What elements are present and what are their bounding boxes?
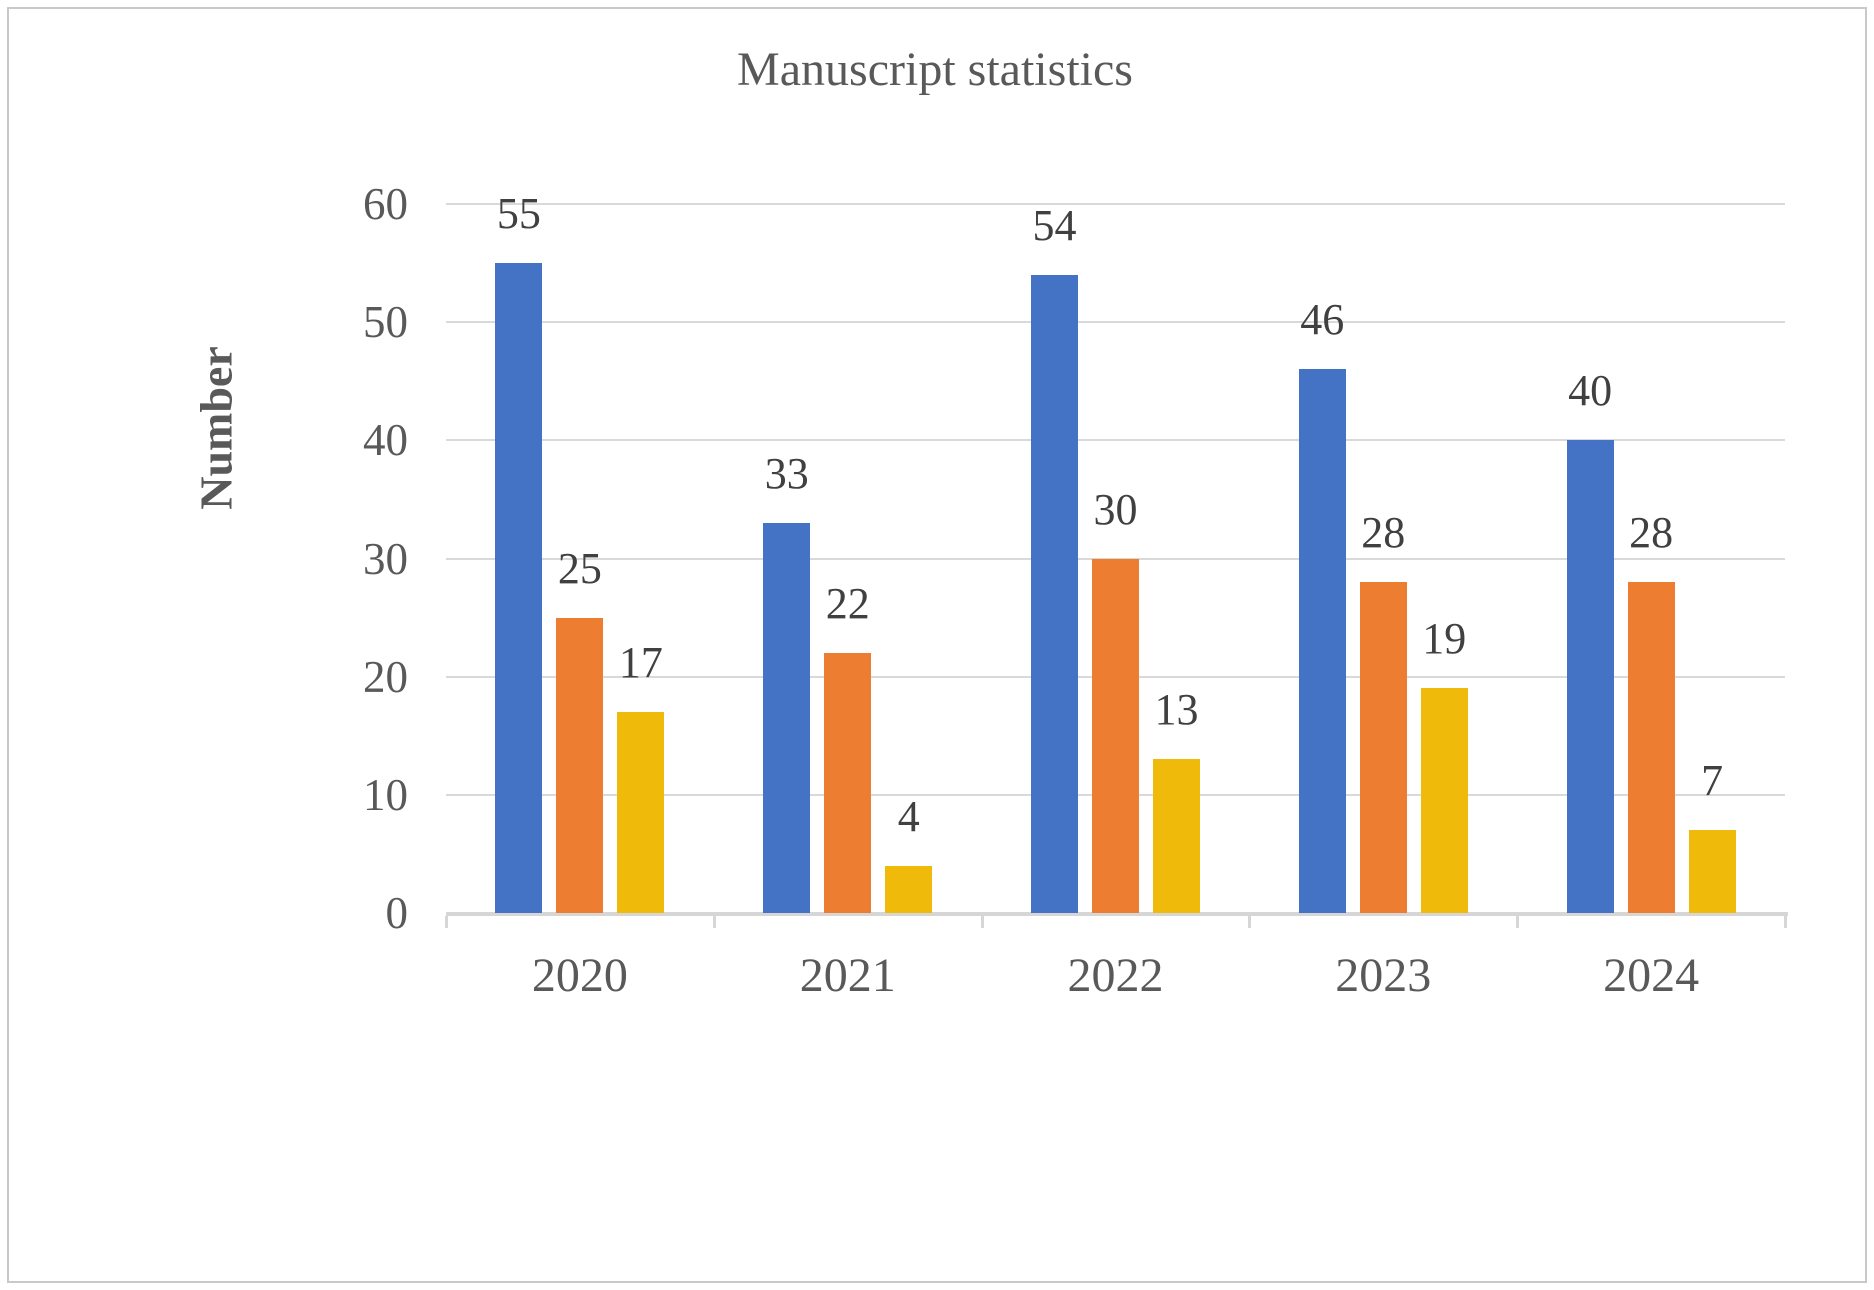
- y-tick-label: 50: [363, 297, 408, 348]
- bar-value-label: 40: [1568, 366, 1613, 416]
- x-tick-label: 2022: [1067, 949, 1164, 1002]
- grid-line: [446, 439, 1785, 442]
- x-tick-label: 2023: [1335, 949, 1432, 1002]
- bar-value-label: 28: [1361, 508, 1406, 558]
- x-tick-label: 2021: [799, 949, 896, 1002]
- bar-value-label: 25: [557, 543, 602, 593]
- bar-series-blue: [1031, 274, 1078, 913]
- bar-value-label: 54: [1032, 200, 1077, 250]
- bar-value-label: 22: [825, 579, 870, 629]
- bar-series-yellow: [617, 712, 665, 913]
- bar-value-label: 13: [1154, 685, 1199, 735]
- bar-series-blue: [763, 523, 811, 913]
- x-axis-tick: [712, 916, 716, 928]
- x-axis-tick: [1784, 916, 1787, 928]
- bar-series-yellow: [1153, 759, 1200, 913]
- x-axis-tick: [445, 916, 448, 928]
- x-axis-tick: [1516, 916, 1520, 928]
- bar-series-orange: [1359, 582, 1407, 913]
- chart-border: [7, 7, 1867, 1283]
- y-tick-label: 10: [363, 769, 408, 820]
- bar-value-label: 55: [496, 189, 541, 239]
- bar-value-label: 33: [764, 449, 809, 499]
- x-axis-tick: [1248, 916, 1252, 928]
- bar-value-label: 46: [1300, 295, 1345, 345]
- bar-value-label: 7: [1701, 756, 1724, 806]
- bar-series-orange: [1092, 558, 1139, 913]
- y-tick-label: 40: [363, 415, 408, 466]
- bar-series-blue: [495, 263, 543, 913]
- x-axis-tick: [980, 916, 984, 928]
- grid-line: [446, 321, 1785, 324]
- y-tick-label: 60: [363, 179, 408, 229]
- bar-value-label: 30: [1093, 484, 1138, 534]
- chart-title: Manuscript statistics: [737, 43, 1133, 96]
- x-tick-label: 2020: [531, 949, 628, 1002]
- y-tick-label: 20: [363, 651, 408, 702]
- bar-series-blue: [1566, 440, 1614, 913]
- y-tick-label: 0: [385, 888, 409, 938]
- bar-series-yellow: [1688, 830, 1736, 913]
- bar-value-label: 28: [1629, 508, 1674, 558]
- bar-value-label: 17: [618, 638, 663, 688]
- y-axis-title: Number: [190, 346, 242, 510]
- bar-series-orange: [556, 617, 604, 913]
- x-tick-label: 2024: [1603, 949, 1700, 1002]
- bar-series-yellow: [1420, 688, 1468, 913]
- grid-line: [446, 203, 1785, 205]
- bar-series-orange: [824, 653, 872, 913]
- x-axis-line: [446, 912, 1788, 916]
- bar-series-orange: [1627, 582, 1675, 913]
- bar-value-label: 4: [897, 791, 920, 841]
- bar-value-label: 19: [1422, 614, 1467, 664]
- bar-series-yellow: [885, 865, 933, 913]
- bar-series-blue: [1298, 369, 1346, 913]
- y-tick-label: 30: [363, 533, 408, 584]
